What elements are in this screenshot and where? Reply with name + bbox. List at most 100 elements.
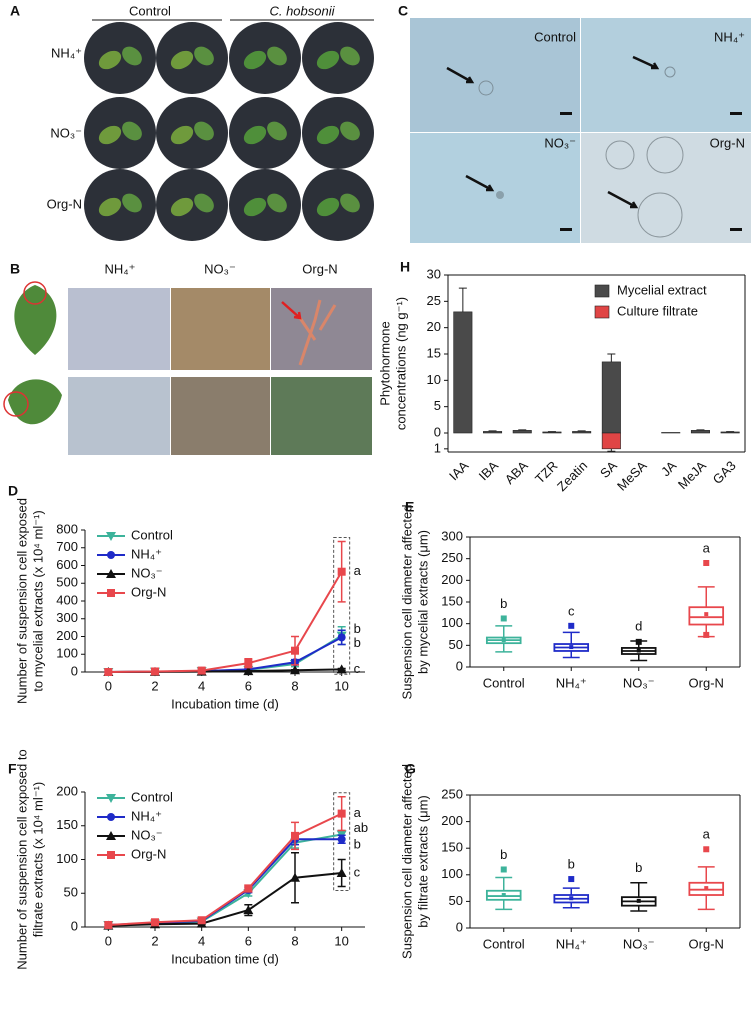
y-tick-label: 200 xyxy=(56,783,78,798)
significance-letter: b xyxy=(500,596,507,611)
outlier xyxy=(703,631,710,638)
y-axis-label: Suspension cell diameter affected xyxy=(399,505,414,700)
point xyxy=(290,665,300,675)
legend-swatch xyxy=(594,284,610,298)
x-tick-label: 10 xyxy=(334,678,348,693)
y-tick-label: 50 xyxy=(64,885,78,900)
mean xyxy=(501,638,506,643)
error-bar xyxy=(488,430,497,432)
panel-label: C xyxy=(398,3,408,19)
arrow xyxy=(465,174,495,192)
bar xyxy=(661,432,681,434)
legend-label: NO₃⁻ xyxy=(131,827,163,842)
point xyxy=(244,659,253,668)
x-tick-label: ABA xyxy=(502,458,531,487)
bar xyxy=(512,430,532,434)
dish-photos xyxy=(84,22,374,241)
x-tick-label: MeSA xyxy=(614,458,650,494)
outlier xyxy=(500,866,507,873)
x-tick-label: NH₄⁺ xyxy=(556,675,587,690)
x-tick-label: Control xyxy=(483,936,525,951)
row-label: Org-N xyxy=(47,196,82,211)
photo xyxy=(271,377,372,455)
leaf xyxy=(194,193,214,213)
leaf xyxy=(267,121,287,141)
significance-letter: ab xyxy=(354,820,368,835)
x-tick-label: 4 xyxy=(198,678,205,693)
x-axis-label: Incubation time (d) xyxy=(171,696,279,711)
leaf xyxy=(98,50,122,70)
legend-label: Control xyxy=(131,789,173,804)
significance-letter: b xyxy=(568,856,575,871)
line xyxy=(108,872,342,927)
bar xyxy=(483,431,503,434)
outlier xyxy=(703,560,710,566)
x-tick-label: 0 xyxy=(105,933,112,948)
legend-label: NH₄⁺ xyxy=(131,808,162,823)
bar xyxy=(572,431,592,434)
column-header: C. hobsonii xyxy=(269,3,335,18)
x-tick-label: NO₃⁻ xyxy=(623,675,655,690)
whisker xyxy=(495,643,513,653)
bar xyxy=(601,432,621,450)
y-axis-label: by filtrate extracts (μm) xyxy=(415,795,430,927)
whisker xyxy=(562,631,580,645)
y-tick-label: 30 xyxy=(427,266,441,281)
y-tick-label: 100 xyxy=(441,866,463,881)
significance-letter: c xyxy=(568,603,575,618)
point xyxy=(336,664,347,674)
error-bar xyxy=(696,429,705,431)
y-tick-label: 50 xyxy=(449,637,463,652)
x-tick-label: 2 xyxy=(151,678,158,693)
x-tick-label: JA xyxy=(658,458,680,480)
photo xyxy=(68,288,170,370)
point xyxy=(336,868,347,877)
y-tick-label: 200 xyxy=(56,628,78,643)
y-tick-label: 25 xyxy=(427,293,441,308)
error-bar xyxy=(607,353,616,362)
column-header: NO₃⁻ xyxy=(204,261,236,276)
whisker xyxy=(630,882,648,898)
x-tick-label: 6 xyxy=(245,678,252,693)
bar xyxy=(453,311,473,434)
whisker xyxy=(495,625,513,638)
panel-c: C Control NH₄⁺ NO₃⁻ Org-N xyxy=(398,3,751,243)
point xyxy=(104,920,113,929)
outlier xyxy=(500,615,507,622)
y-tick-label: 100 xyxy=(56,646,78,661)
significance-letter: b xyxy=(354,635,361,650)
leaf xyxy=(267,46,287,66)
y-tick-label: 150 xyxy=(441,840,463,855)
y-tick-label: 15 xyxy=(427,345,441,360)
mean xyxy=(704,612,709,617)
significance-letter: a xyxy=(703,540,711,555)
x-tick-label: NH₄⁺ xyxy=(556,936,587,951)
leaf xyxy=(316,50,340,70)
point xyxy=(151,667,159,676)
x-tick-label: 4 xyxy=(198,933,205,948)
y-tick-label: 200 xyxy=(441,813,463,828)
y-tick-label: 0 xyxy=(456,658,463,673)
y-axis-label: filtrate extracts (x 10⁴ ml⁻¹) xyxy=(30,782,45,937)
x-tick-label: GA3 xyxy=(710,458,739,487)
significance-letter: a xyxy=(354,805,362,820)
leaf xyxy=(340,46,360,66)
error-bar xyxy=(458,287,467,312)
y-tick-label: 100 xyxy=(441,615,463,630)
leaf xyxy=(194,46,214,66)
leaf xyxy=(194,121,214,141)
scale-bar xyxy=(730,112,742,115)
point xyxy=(151,918,159,927)
scale-bar xyxy=(560,112,572,115)
whisker xyxy=(697,895,715,911)
cell xyxy=(605,140,635,170)
y-tick-label: 300 xyxy=(56,610,78,625)
panel-label: D xyxy=(8,483,18,499)
legend-swatch xyxy=(594,305,610,319)
x-tick-label: Zeatin xyxy=(554,458,590,494)
y-tick-label: 800 xyxy=(56,521,78,536)
panel-b: B NH₄⁺ NO₃⁻ Org-N xyxy=(3,261,372,455)
x-tick-label: NO₃⁻ xyxy=(623,936,655,951)
outlier xyxy=(568,622,575,629)
